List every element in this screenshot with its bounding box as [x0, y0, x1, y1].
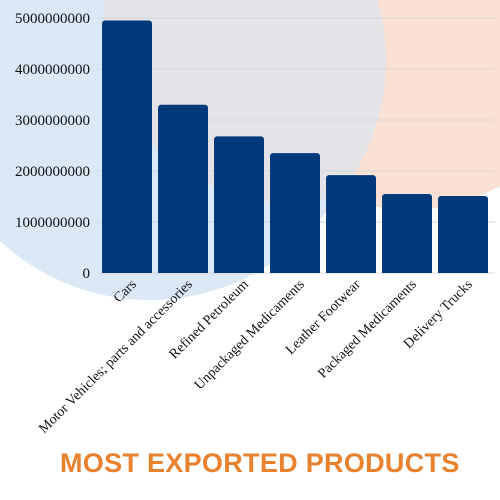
- bar: [214, 136, 264, 273]
- x-tick-label: Unpackaged Medicaments: [192, 277, 308, 393]
- chart-title: MOST EXPORTED PRODUCTS: [60, 448, 460, 478]
- y-axis: 0 1000000000 2000000000 3000000000 400000000…: [15, 11, 90, 282]
- y-tick-label: 1000000000: [15, 215, 90, 231]
- bar: [270, 153, 320, 273]
- y-tick-label: 2000000000: [15, 164, 90, 180]
- bar: [438, 195, 488, 273]
- y-tick-label: 3000000000: [15, 113, 90, 129]
- bar-base: [158, 269, 208, 273]
- y-tick-label: 0: [83, 266, 91, 282]
- bar-base: [438, 269, 488, 273]
- bar-base: [214, 269, 264, 273]
- bars: [102, 20, 488, 273]
- bar-base: [270, 269, 320, 273]
- bar-base: [326, 269, 376, 273]
- bar: [102, 20, 152, 273]
- y-tick-label: 4000000000: [15, 62, 90, 78]
- bar: [158, 104, 208, 273]
- bar-base: [382, 269, 432, 273]
- bar: [326, 175, 376, 273]
- x-tick-label: Cars: [111, 277, 140, 306]
- y-tick-label: 5000000000: [15, 11, 90, 27]
- bar: [382, 193, 432, 273]
- bar-base: [102, 269, 152, 273]
- x-tick-label: Packaged Medicaments: [315, 277, 419, 381]
